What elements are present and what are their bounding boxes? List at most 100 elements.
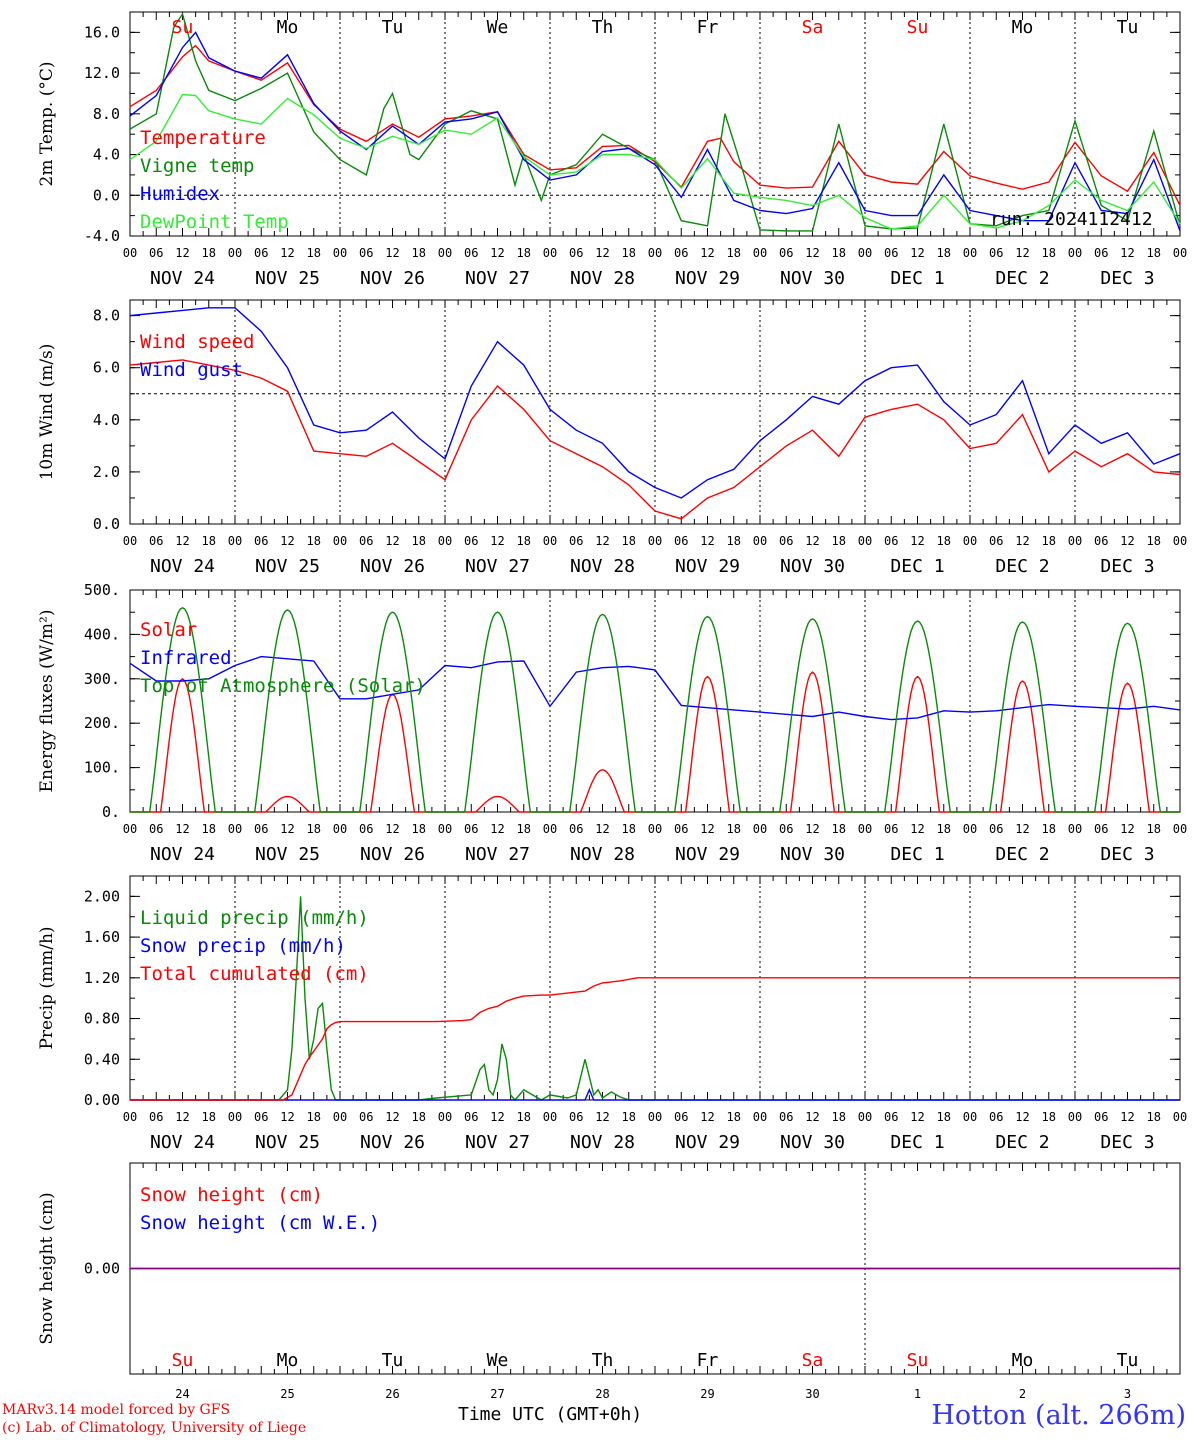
hour-label: 00 — [1173, 534, 1187, 548]
hour-label: 12 — [595, 246, 609, 260]
hour-label: 00 — [228, 246, 242, 260]
series-line-1 — [130, 896, 1180, 1102]
hour-label: 00 — [1068, 246, 1082, 260]
hour-label: 18 — [622, 1110, 636, 1124]
y-tick-label: 400. — [84, 625, 120, 643]
hour-label: 12 — [1015, 534, 1029, 548]
date-label: NOV 26 — [360, 268, 425, 289]
y-tick-label: 4.0 — [93, 411, 120, 429]
credit-line-1: MARv3.14 model forced by GFS — [2, 1402, 231, 1418]
panel-2 — [129, 299, 1181, 525]
hour-label: 18 — [832, 822, 846, 836]
legend-entry: Infrared — [140, 647, 232, 669]
y-axis-title: 10m Wind (m/s) — [37, 344, 57, 481]
hour-label: 12 — [700, 822, 714, 836]
series-line-2 — [129, 655, 1181, 721]
legend-entry: Total cumulated (cm) — [140, 963, 369, 985]
hour-label: 00 — [228, 534, 242, 548]
hour-label: 06 — [569, 534, 583, 548]
hour-label: 00 — [333, 1110, 347, 1124]
hour-label: 18 — [1147, 1110, 1161, 1124]
panel-1 — [129, 11, 1181, 237]
y-tick-label: 1.60 — [84, 928, 120, 946]
hour-label: 12 — [1015, 246, 1029, 260]
hour-label: 12 — [1120, 822, 1134, 836]
hour-label: 06 — [569, 246, 583, 260]
hour-label: 00 — [963, 246, 977, 260]
hour-label: 06 — [989, 246, 1003, 260]
hour-label: 12 — [385, 534, 399, 548]
day-name: We — [487, 17, 509, 38]
y-tick-label: 8.0 — [93, 105, 120, 123]
hour-label: 12 — [280, 246, 294, 260]
date-label: DEC 1 — [890, 556, 944, 577]
hour-label: 06 — [569, 1110, 583, 1124]
y-tick-label: 0.0 — [93, 515, 120, 533]
hour-label: 12 — [280, 822, 294, 836]
hour-label: 18 — [1042, 1110, 1056, 1124]
x-axis-title: Time UTC (GMT+0h) — [458, 1404, 643, 1425]
y-tick-label: -4.0 — [84, 227, 120, 245]
hour-label: 18 — [202, 534, 216, 548]
hour-label: 18 — [937, 822, 951, 836]
series-line-1 — [129, 44, 1181, 206]
day-number: 30 — [805, 1387, 819, 1401]
hour-label: 12 — [385, 822, 399, 836]
hour-label: 18 — [622, 246, 636, 260]
hour-label: 12 — [175, 1110, 189, 1124]
date-label: NOV 25 — [255, 1132, 320, 1153]
hour-label: 12 — [595, 534, 609, 548]
legend-entry: Vigne temp — [140, 155, 254, 177]
hour-label: 06 — [149, 822, 163, 836]
date-label: NOV 27 — [465, 268, 530, 289]
panel-4 — [129, 875, 1181, 1102]
hour-label: 00 — [963, 534, 977, 548]
hour-label: 12 — [490, 534, 504, 548]
hour-label: 06 — [149, 246, 163, 260]
y-tick-label: 1.20 — [84, 969, 120, 987]
day-name: Tu — [382, 1350, 404, 1371]
hour-label: 06 — [254, 822, 268, 836]
legend-entry: Top of Atmosphere (Solar) — [140, 675, 426, 697]
day-name: Su — [172, 17, 194, 38]
hour-label: 06 — [359, 246, 373, 260]
day-name: We — [487, 1350, 509, 1371]
day-name: Fr — [697, 17, 719, 38]
date-label: NOV 29 — [675, 556, 740, 577]
hour-label: 18 — [622, 822, 636, 836]
hour-label: 18 — [832, 534, 846, 548]
hour-label: 12 — [910, 534, 924, 548]
hour-label: 00 — [1173, 246, 1187, 260]
legend-entry: Wind gust — [140, 359, 243, 381]
day-name: Su — [907, 17, 929, 38]
hour-label: 00 — [333, 534, 347, 548]
hour-label: 00 — [1068, 1110, 1082, 1124]
y-axis-title: Precip (mm/h) — [37, 926, 57, 1049]
date-label: DEC 1 — [890, 844, 944, 865]
hour-label: 06 — [674, 822, 688, 836]
date-label: DEC 2 — [995, 268, 1049, 289]
series-line-3 — [130, 977, 1180, 1101]
date-label: NOV 28 — [570, 1132, 635, 1153]
hour-label: 00 — [753, 246, 767, 260]
y-tick-label: 4.0 — [93, 146, 120, 164]
hour-label: 00 — [753, 822, 767, 836]
series-line-2 — [129, 307, 1181, 499]
day-name: Sa — [802, 1350, 824, 1371]
hour-label: 06 — [884, 822, 898, 836]
hour-label: 06 — [464, 246, 478, 260]
date-label: NOV 29 — [675, 1132, 740, 1153]
hour-label: 12 — [490, 1110, 504, 1124]
hour-label: 06 — [1094, 246, 1108, 260]
day-number: 25 — [280, 1387, 294, 1401]
date-label: DEC 2 — [995, 1132, 1049, 1153]
hour-label: 00 — [438, 246, 452, 260]
day-number: 2 — [1019, 1387, 1026, 1401]
hour-label: 18 — [1147, 246, 1161, 260]
hour-label: 18 — [937, 1110, 951, 1124]
hour-label: 18 — [727, 822, 741, 836]
hour-label: 06 — [464, 822, 478, 836]
hour-label: 06 — [1094, 822, 1108, 836]
hour-label: 00 — [228, 822, 242, 836]
